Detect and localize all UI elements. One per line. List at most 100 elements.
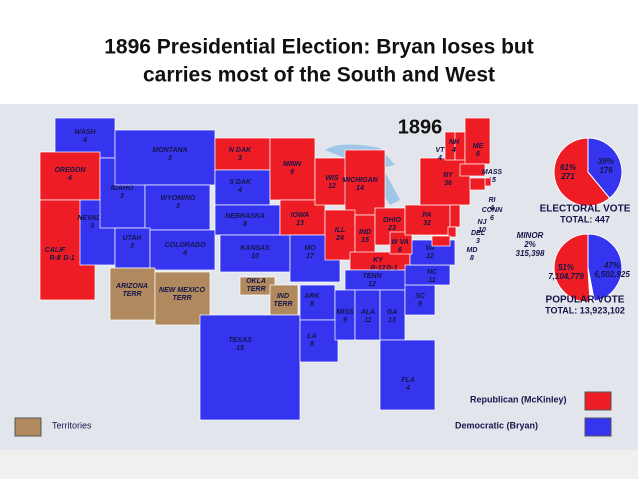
state	[114, 129, 216, 186]
pie-slice	[587, 233, 623, 302]
state-votes: TERR	[122, 291, 141, 298]
state	[214, 204, 281, 236]
state-votes: 4	[82, 137, 87, 144]
footer-strip	[0, 450, 638, 479]
legend-label: Territories	[52, 420, 92, 430]
state-votes: 4	[67, 175, 72, 182]
state-name: KANSAS	[240, 245, 270, 252]
state	[39, 151, 101, 201]
state	[459, 163, 486, 177]
state-name: N DAK	[229, 147, 252, 154]
state-votes: 12	[328, 183, 336, 190]
state-votes: 4	[451, 147, 456, 154]
state-votes: 4	[405, 385, 410, 392]
slice-votes: 6,502,925	[594, 270, 630, 279]
legend-label: Republican (McKinley)	[470, 394, 567, 404]
pie-slice	[553, 137, 611, 207]
state-votes: TERR	[246, 286, 265, 293]
slice-percent: 51%	[558, 263, 574, 272]
state-name: WASH	[75, 129, 97, 136]
state-name: UTAH	[123, 235, 143, 242]
state-votes: 13	[296, 220, 304, 227]
state-name: NJ	[478, 219, 488, 226]
map-title: 1896	[398, 116, 443, 138]
state-name: NEBRASKA	[225, 213, 265, 220]
state-votes: 8	[310, 301, 314, 308]
state	[214, 137, 271, 171]
state-name: CALIF	[45, 247, 66, 254]
state-votes: 8	[243, 221, 247, 228]
split-votes: D-1	[63, 255, 74, 262]
state-votes: 13	[388, 317, 396, 324]
split-votes: D-1	[386, 265, 397, 272]
state-name: ARK	[303, 293, 320, 300]
state-name: NY	[443, 172, 454, 179]
state-votes: 15	[488, 177, 496, 184]
pie-slice	[587, 267, 595, 303]
pie-heading: ELECTORAL VOTE	[540, 204, 631, 215]
state-name: MONTANA	[152, 147, 187, 154]
state-name: IND	[277, 293, 289, 300]
state-votes: 4	[237, 187, 242, 194]
state-votes: 3	[476, 238, 480, 245]
state-votes: 9	[290, 169, 294, 176]
state-name: IND	[359, 229, 371, 236]
state-votes: 6	[490, 215, 494, 222]
state-votes: 36	[444, 180, 452, 187]
state	[219, 234, 291, 273]
slice-votes: 176	[599, 166, 613, 175]
state-name: IDAHO	[111, 185, 134, 192]
state-name: RI	[489, 197, 497, 204]
state-votes: 3	[120, 193, 124, 200]
state-votes: 17	[306, 253, 315, 260]
state-name: S DAK	[229, 179, 252, 186]
state-votes: 10	[478, 227, 486, 234]
state-name: WIS	[325, 175, 339, 182]
state-name: TEXAS	[228, 337, 252, 344]
state-name: MINN	[283, 161, 302, 168]
state-name: ALA	[360, 309, 375, 316]
state-name: MICHIGAN	[342, 177, 378, 184]
state-votes: TERR	[273, 301, 292, 308]
state-name: COLORADO	[165, 242, 206, 249]
state	[344, 149, 386, 216]
slice-percent: 61%	[560, 163, 576, 172]
state-name: OHIO	[383, 217, 401, 224]
state-votes: 32	[423, 220, 431, 227]
state-votes: 4	[182, 250, 187, 257]
state-name: PA	[422, 212, 431, 219]
state	[449, 204, 461, 228]
state-votes: TERR	[172, 295, 191, 302]
state-votes: 9	[418, 301, 422, 308]
state-votes: R-12	[370, 265, 385, 272]
state	[464, 117, 491, 165]
state-votes: 11	[364, 317, 371, 324]
state-name: WYOMING	[161, 195, 197, 202]
state-votes: 8	[310, 341, 314, 348]
state	[431, 235, 451, 247]
pie-total: TOTAL: 447	[560, 214, 610, 224]
pie-heading: POPULAR VOTE	[546, 295, 625, 306]
state-name: CONN	[482, 207, 504, 214]
state	[389, 231, 413, 255]
state-name: ARIZONA	[115, 283, 148, 290]
state-name: OKLA	[246, 278, 266, 285]
state-votes: 9	[343, 317, 347, 324]
state-name: FLA	[401, 377, 415, 384]
state-name: GA	[387, 309, 398, 316]
state-name: W VA	[391, 239, 409, 246]
state	[447, 226, 457, 238]
state-name: MASS	[482, 169, 503, 176]
pie-slice	[553, 233, 591, 303]
state-name: KY	[373, 257, 384, 264]
slice-percent: 47%	[603, 261, 620, 270]
state-votes: 11	[428, 277, 435, 284]
state-name: NC	[427, 269, 438, 276]
state-name: OREGON	[54, 167, 86, 174]
state-name: VA	[425, 245, 434, 252]
state	[454, 131, 466, 161]
state-name: LA	[307, 333, 316, 340]
state-name: NEW MEXICO	[159, 287, 205, 294]
state	[269, 137, 316, 201]
